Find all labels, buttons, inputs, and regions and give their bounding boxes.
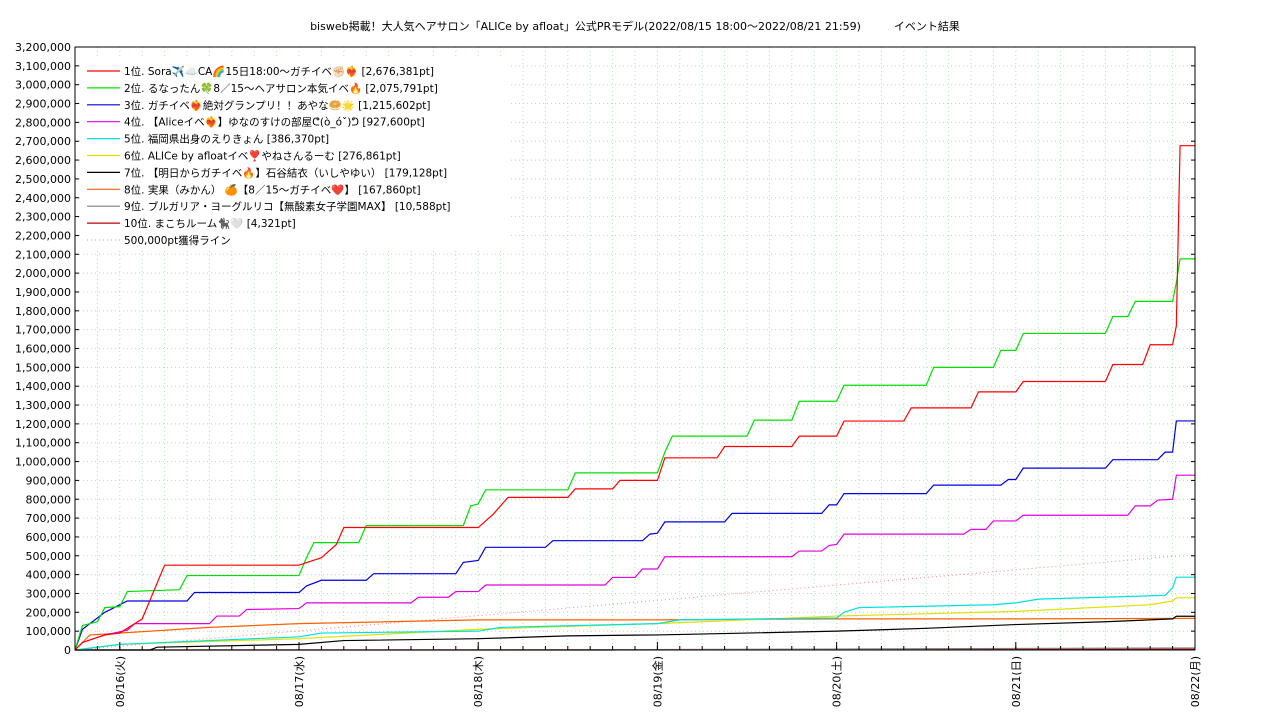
y-tick-label: 0 (64, 644, 71, 657)
y-tick-label: 200,000 (26, 606, 72, 619)
legend-background (80, 59, 510, 249)
series-line-6 (74, 597, 1195, 651)
y-tick-label: 600,000 (26, 531, 72, 544)
series-line-4 (74, 474, 1195, 651)
y-tick-label: 2,900,000 (15, 98, 71, 111)
y-tick-label: 700,000 (26, 512, 72, 525)
legend-label: 500,000pt獲得ライン (124, 234, 231, 247)
series-line-7 (75, 615, 1195, 651)
y-tick-label: 2,100,000 (15, 248, 71, 261)
x-tick-label: 08/22(月) (1189, 656, 1202, 707)
series-line-1 (74, 145, 1195, 651)
legend-label: 3位. ガチイベ❤️‍🔥絶対グランプリ！！あやな🥯🌟 [1,215,602pt] (124, 99, 431, 112)
series-line-3 (74, 420, 1195, 651)
y-tick-label: 100,000 (26, 625, 72, 638)
x-tick-label: 08/18(木) (472, 656, 485, 707)
y-tick-label: 1,800,000 (15, 305, 71, 318)
y-tick-label: 1,500,000 (15, 361, 71, 374)
series-line-5 (74, 576, 1195, 651)
legend-label: 2位. るなったん🍀8／15〜ヘアサロン本気イベ🔥 [2,075,791pt] (124, 82, 438, 95)
y-tick-label: 800,000 (26, 493, 72, 506)
y-tick-label: 2,600,000 (15, 154, 71, 167)
y-axis: 0 100,000 200,000 300,000 400,000 500,000 600,… (15, 41, 1195, 657)
series-line-8 (74, 617, 1196, 651)
reference-layer (74, 555, 1180, 651)
y-tick-label: 2,300,000 (15, 211, 71, 224)
legend-label: 5位. 福岡県出身のえりきょん [386,370pt] (124, 133, 329, 146)
y-tick-label: 1,700,000 (15, 324, 71, 337)
x-tick-label: 08/21(日) (1010, 656, 1023, 707)
legend-label: 9位. ブルガリア・ヨーグルリコ【無酸素女子学園MAX】 [10,588pt] (124, 200, 451, 213)
x-axis: 08/16(火) 08/17(水) 08/18(木) 08/19(金) 08/20(土)… (74, 642, 1202, 707)
y-tick-label: 2,700,000 (15, 135, 71, 148)
y-tick-label: 3,000,000 (15, 79, 71, 92)
y-tick-label: 400,000 (26, 569, 72, 582)
legend: 1位. Sora✈️☁️CA🌈15日18:00〜ガチイベ✊🏻❤️‍🔥 [2,67… (80, 59, 510, 249)
y-tick-label: 3,200,000 (15, 41, 71, 54)
legend-label: 8位. 実果（みかん） 🍊【8／15〜ガチイベ❤️】 [167,860pt] (124, 183, 421, 196)
y-tick-label: 1,100,000 (15, 437, 71, 450)
y-tick-label: 1,900,000 (15, 286, 71, 299)
y-tick-label: 3,100,000 (15, 60, 71, 73)
y-tick-label: 1,200,000 (15, 418, 71, 431)
chart-title: bisweb掲載！大人気ヘアサロン「ALICe by afloat」公式PRモデ… (310, 19, 960, 33)
reference-line (74, 555, 1180, 651)
y-tick-label: 2,400,000 (15, 192, 71, 205)
y-tick-label: 500,000 (26, 550, 72, 563)
y-tick-label: 2,200,000 (15, 229, 71, 242)
y-tick-label: 1,000,000 (15, 456, 71, 469)
y-tick-label: 1,400,000 (15, 380, 71, 393)
y-tick-label: 2,000,000 (15, 267, 71, 280)
legend-label: 4位. 【Aliceイベ❤️‍🔥】ゆなのすけの部屋ᕦ(ò_óˇ)ᕤ [927,6… (124, 116, 425, 129)
legend-label: 6位. ALICe by afloatイベ❣️やねさんるーむ [276,861p… (124, 150, 401, 163)
y-tick-label: 300,000 (26, 587, 72, 600)
y-tick-label: 2,800,000 (15, 116, 71, 129)
y-tick-label: 2,500,000 (15, 173, 71, 186)
legend-label: 10位. まこちルーム🐈‍⬛🤍 [4,321pt] (124, 217, 296, 230)
x-tick-label: 08/17(水) (293, 656, 306, 707)
y-tick-label: 900,000 (26, 474, 72, 487)
y-tick-label: 1,600,000 (15, 343, 71, 356)
legend-label: 7位. 【明日からガチイベ🔥】石谷結衣（いしやゆい） [179,128pt] (124, 166, 447, 179)
x-tick-label: 08/19(金) (650, 656, 664, 707)
y-tick-label: 1,300,000 (15, 399, 71, 412)
legend-label: 1位. Sora✈️☁️CA🌈15日18:00〜ガチイベ✊🏻❤️‍🔥 [2,67… (124, 65, 434, 78)
series-line-2 (74, 258, 1195, 651)
x-tick-label: 08/16(火) (114, 656, 127, 707)
x-tick-label: 08/20(土) (831, 656, 844, 707)
